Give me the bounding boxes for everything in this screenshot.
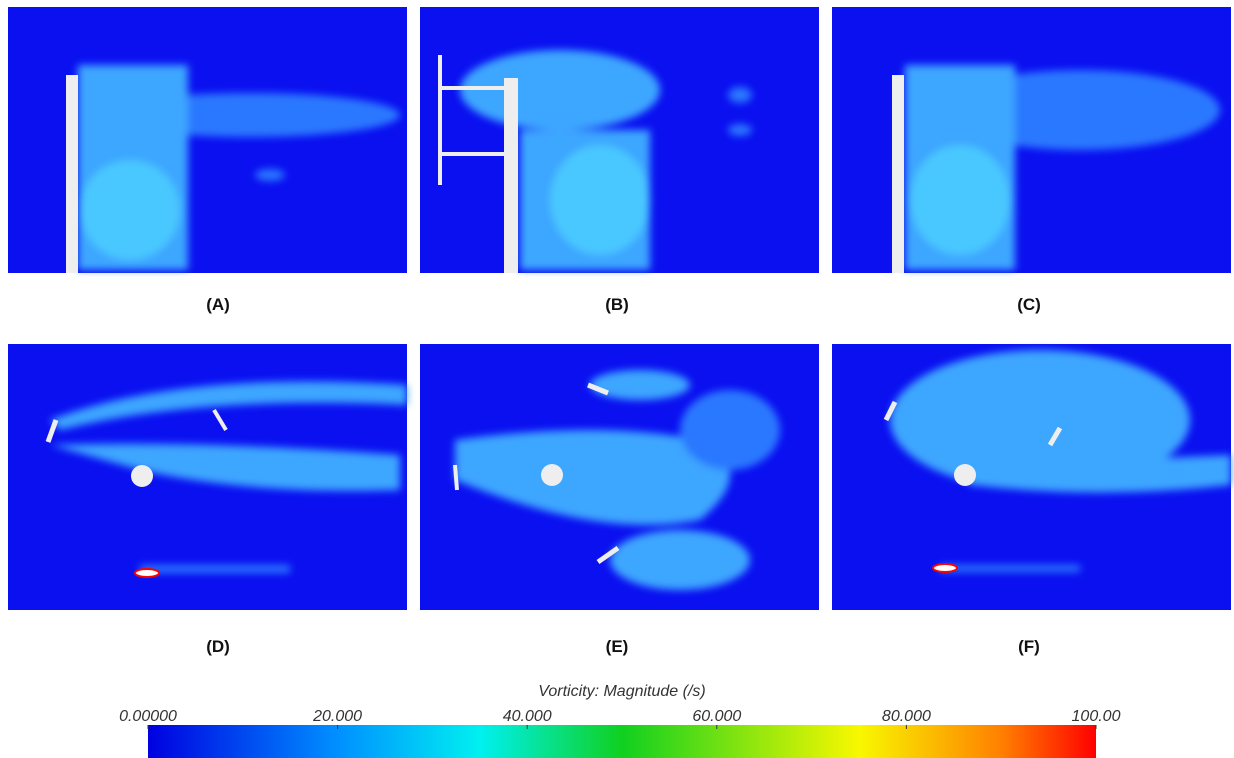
panel-a <box>8 7 407 273</box>
panel-label: (D) <box>206 637 230 656</box>
panel-label: (E) <box>606 637 629 656</box>
figure: (A) (B) (C) (D) (E) (F) Vorticity: Magni… <box>0 0 1234 758</box>
colorbar-tick-label: 20.000 <box>312 708 362 725</box>
colorbar-tick-label: 100.00 <box>1072 708 1121 725</box>
panel-label: (F) <box>1018 637 1040 656</box>
panel-c <box>832 7 1231 273</box>
panel-f <box>832 344 1231 610</box>
panel-label: (A) <box>206 295 230 314</box>
panel-label: (B) <box>605 295 629 314</box>
colorbar-tick-label: 40.000 <box>503 708 552 725</box>
panel-label: (C) <box>1017 295 1041 314</box>
panel-d <box>8 344 407 610</box>
panel-e <box>420 344 819 610</box>
panel-b <box>420 7 819 273</box>
colorbar-tick-label: 0.00000 <box>119 708 177 725</box>
colorbar-tick-label: 80.000 <box>882 708 931 725</box>
colorbar-tick-label: 60.000 <box>692 708 741 725</box>
colorbar-title: Vorticity: Magnitude (/s) <box>538 683 705 700</box>
colorbar <box>148 725 1096 758</box>
